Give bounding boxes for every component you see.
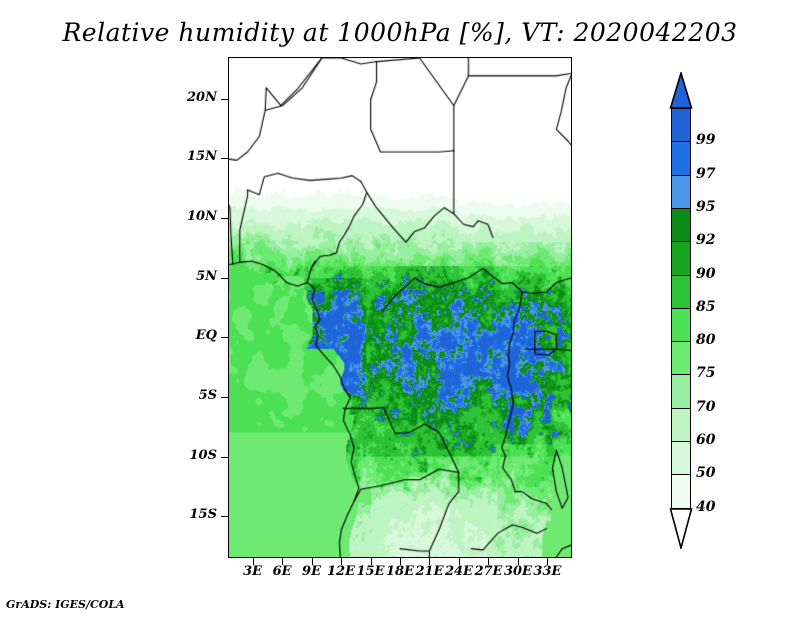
x-tick: [547, 558, 549, 565]
colorbar-band: [671, 341, 691, 376]
colorbar-under-arrow: [669, 507, 693, 551]
colorbar-tick-label: 99: [696, 132, 716, 149]
x-axis-label: 30E: [503, 564, 532, 579]
humidity-field-raster: [229, 58, 571, 557]
y-axis-label: EQ: [195, 328, 217, 344]
x-axis-label: 3E: [243, 564, 263, 579]
x-axis-label: 33E: [533, 564, 562, 579]
colorbar-band: [671, 274, 691, 310]
x-axis-label: 21E: [415, 564, 444, 579]
y-tick: [221, 516, 228, 518]
colorbar-tick-label: 97: [696, 165, 716, 182]
colorbar-band: [671, 374, 691, 410]
x-axis-label: 24E: [444, 564, 473, 579]
x-tick: [252, 558, 254, 565]
colorbar-band: [671, 441, 691, 476]
x-tick: [400, 558, 401, 565]
page-title: Relative humidity at 1000hPa [%], VT: 20…: [62, 18, 738, 47]
y-axis-label: 5N: [196, 268, 217, 284]
colorbar-tick-label: 60: [696, 432, 716, 448]
y-tick: [221, 98, 228, 100]
y-tick: [221, 277, 228, 279]
colorbar-tick-label: 40: [696, 498, 716, 515]
x-tick: [282, 558, 284, 565]
colorbar-tick-label: 85: [696, 298, 716, 315]
colorbar-tick-label: 95: [696, 198, 716, 215]
x-axis-label: 18E: [386, 564, 414, 579]
colorbar-band: [671, 174, 691, 210]
colorbar-band: [671, 241, 691, 276]
y-axis-label: 20N: [187, 89, 217, 105]
x-tick: [370, 558, 372, 565]
colorbar: 99 97 95 92 90 85 80 75 70 60 50 40: [660, 60, 780, 560]
x-axis-label: 9E: [302, 564, 322, 579]
y-axis-label: 5S: [198, 387, 217, 403]
colorbar-band: [671, 141, 691, 177]
colorbar-band: [671, 207, 691, 243]
map-plot-area: [228, 57, 572, 558]
colorbar-tick-label: 50: [696, 465, 716, 482]
colorbar-over-arrow: [669, 70, 693, 109]
x-axis-label: 6E: [272, 564, 292, 579]
x-axis-label: 15E: [356, 564, 385, 579]
y-axis-label: 10N: [187, 209, 217, 225]
x-tick: [517, 558, 519, 565]
x-axis-label: 27E: [474, 564, 503, 579]
colorbar-band: [671, 307, 691, 343]
y-axis-label: 15S: [189, 507, 217, 523]
y-axis-label: 10S: [189, 447, 217, 463]
x-tick: [311, 558, 313, 565]
y-tick: [221, 158, 228, 160]
colorbar-tick-label: 92: [696, 232, 716, 249]
x-tick: [488, 558, 490, 565]
x-tick: [458, 558, 460, 565]
y-axis-label: 15N: [187, 149, 217, 165]
x-tick: [341, 558, 343, 565]
x-tick: [429, 558, 431, 565]
colorbar-band: [671, 474, 691, 510]
colorbar-tick-label: 70: [696, 398, 716, 415]
x-axis-label: 12E: [327, 564, 356, 579]
colorbar-tick-label: 80: [696, 332, 716, 349]
footer-credit: GrADS: IGES/COLA: [6, 598, 125, 611]
y-tick: [221, 218, 228, 220]
colorbar-band: [671, 108, 691, 143]
y-tick: [221, 337, 228, 339]
colorbar-tick-label: 90: [696, 265, 716, 282]
y-tick: [221, 396, 228, 398]
colorbar-band: [671, 407, 691, 443]
y-tick: [221, 456, 228, 458]
colorbar-tick-label: 75: [696, 365, 716, 382]
